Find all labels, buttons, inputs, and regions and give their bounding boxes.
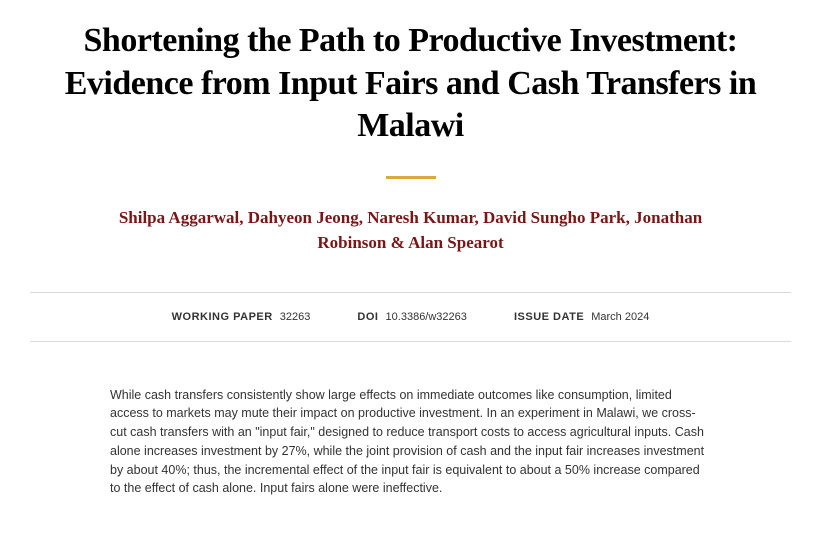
meta-bar: WORKING PAPER 32263 DOI 10.3386/w32263 I… (30, 292, 791, 342)
author-separator: , (239, 208, 248, 227)
doi-value: 10.3386/w32263 (386, 311, 467, 323)
working-paper-meta: WORKING PAPER 32263 (172, 311, 311, 323)
issue-date-label: ISSUE DATE (514, 311, 584, 323)
author-separator: , (626, 208, 635, 227)
authors-list: Shilpa Aggarwal, Dahyeon Jeong, Naresh K… (30, 205, 791, 256)
abstract-text: While cash transfers consistently show l… (30, 386, 791, 499)
author-link[interactable]: Naresh Kumar (367, 208, 474, 227)
author-ampersand: & (391, 233, 408, 252)
accent-divider (386, 176, 436, 179)
author-link[interactable]: Alan Spearot (408, 233, 504, 252)
author-link[interactable]: David Sungho Park (483, 208, 626, 227)
issue-date-value: March 2024 (591, 311, 649, 323)
author-separator: , (474, 208, 483, 227)
author-link[interactable]: Shilpa Aggarwal (119, 208, 239, 227)
working-paper-value: 32263 (280, 311, 311, 323)
doi-label: DOI (357, 311, 378, 323)
working-paper-label: WORKING PAPER (172, 311, 273, 323)
author-separator: , (359, 208, 368, 227)
issue-date-meta: ISSUE DATE March 2024 (514, 311, 649, 323)
doi-meta: DOI 10.3386/w32263 (357, 311, 466, 323)
author-link[interactable]: Dahyeon Jeong (248, 208, 359, 227)
paper-title: Shortening the Path to Productive Invest… (30, 20, 791, 148)
